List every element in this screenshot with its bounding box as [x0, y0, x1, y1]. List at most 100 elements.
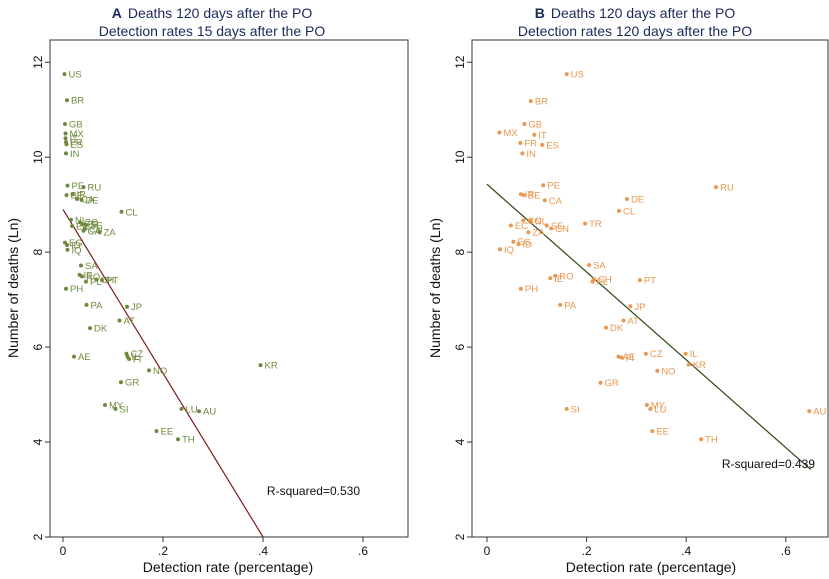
data-point-ec: [70, 224, 74, 229]
data-point-gr: [598, 380, 603, 385]
point-label-se: SE: [90, 221, 103, 232]
data-point-il: [683, 351, 688, 356]
point-label-pa: PA: [564, 300, 577, 311]
data-point-kr: [258, 363, 263, 368]
data-point-fi: [619, 355, 624, 360]
data-point-my: [644, 403, 649, 408]
data-point-ee: [154, 429, 159, 434]
data-point-za: [526, 230, 531, 235]
data-point-cz: [643, 351, 648, 356]
data-point-mx: [63, 131, 68, 136]
data-point-de: [624, 196, 629, 201]
data-point-dk: [604, 325, 609, 330]
point-label-tr: TR: [86, 220, 99, 231]
data-point-se: [84, 223, 88, 228]
data-point-ec: [508, 223, 513, 228]
data-point-ru: [714, 185, 719, 190]
data-point-sa: [587, 262, 592, 267]
data-point-ca: [81, 228, 86, 233]
point-label-jp: JP: [131, 302, 142, 313]
point-label-ir: IR: [77, 190, 87, 201]
panel-a-title-line1: A Deaths 120 days after the PO: [112, 5, 313, 21]
point-label-br: BR: [535, 97, 548, 108]
panel-b-ticks: 2 4 6 8 10 12 0 .2 .4 .6: [453, 55, 791, 558]
panel-b-ytick-label: 10: [453, 150, 467, 164]
point-label-ie: IE: [84, 270, 93, 281]
point-label-id: ID: [71, 241, 81, 252]
data-point-ch: [94, 277, 99, 282]
panel-b-xtick-label: .6: [781, 544, 791, 558]
data-point-us: [564, 72, 569, 77]
point-label-mx: MX: [70, 129, 85, 140]
point-label-ec: EC: [76, 222, 89, 233]
data-point-no: [147, 368, 151, 373]
point-label-at: AT: [627, 316, 639, 327]
data-point-dk: [88, 326, 92, 331]
data-point-eg: [511, 239, 516, 244]
panel-b-title-line1: B Deaths 120 days after the PO: [535, 5, 736, 21]
point-label-gb: GB: [528, 119, 542, 130]
data-point-ro: [80, 274, 84, 279]
panel-b-fit: [486, 183, 812, 471]
data-point-lu: [648, 406, 653, 411]
point-label-it: IT: [538, 130, 547, 141]
data-point-jp: [628, 304, 633, 309]
panel-b-ytick-label: 8: [453, 248, 467, 255]
data-point-id: [516, 242, 521, 247]
panel-b-xtick-label: 0: [484, 544, 491, 558]
data-point-ph: [64, 286, 68, 291]
panel-b-title-line2: Detection rates 120 days after the PO: [518, 23, 752, 39]
data-point-in: [64, 151, 68, 156]
point-label-za: ZA: [532, 228, 545, 239]
data-point-au: [197, 409, 201, 414]
data-point-in: [520, 151, 525, 156]
point-label-lu: LU: [186, 404, 198, 415]
panel-b: B Deaths 120 days after the PO Detection …: [427, 5, 829, 575]
point-label-eg: EG: [69, 238, 83, 249]
panel-b-letter: B: [535, 5, 545, 21]
point-label-my: MY: [109, 401, 124, 412]
point-label-ca: CA: [81, 194, 95, 205]
data-point-pt: [637, 278, 642, 283]
point-label-au: AU: [203, 407, 216, 418]
data-point-at: [117, 318, 122, 323]
point-label-pl: PL: [597, 277, 609, 288]
data-point-cn: [549, 226, 554, 231]
point-label-in: IN: [526, 149, 536, 160]
data-point-nl: [69, 217, 73, 222]
data-point-jp: [125, 304, 129, 309]
point-label-cn: CN: [89, 224, 103, 235]
point-label-co: CO: [84, 218, 98, 229]
point-label-fr: FR: [524, 138, 537, 149]
data-point-us: [62, 72, 67, 77]
point-label-th: TH: [705, 435, 718, 446]
point-label-pl: PL: [90, 277, 102, 288]
data-point-fr: [518, 140, 523, 145]
panel-a-xtick-label: 0: [60, 544, 67, 558]
data-point-nl: [528, 218, 533, 223]
panel-b-ytick-label: 12: [453, 55, 467, 69]
point-label-pa: PA: [91, 300, 104, 311]
data-point-br: [528, 99, 533, 104]
data-point-pe: [541, 183, 546, 188]
panel-a-r-squared: R-squared=0.530: [267, 484, 360, 498]
data-point-es: [540, 142, 545, 147]
point-label-gr: GR: [125, 378, 139, 389]
point-label-il: IL: [132, 352, 140, 363]
data-point-pe: [65, 183, 70, 188]
panel-b-xtick-label: .2: [582, 544, 592, 558]
panel-a-ytick-label: 10: [31, 150, 45, 164]
data-point-it: [63, 136, 68, 141]
data-point-ca: [542, 198, 547, 203]
point-label-si: SI: [571, 404, 580, 415]
data-point-cl: [119, 209, 124, 214]
point-label-de: DE: [86, 195, 99, 206]
point-label-it: IT: [70, 134, 79, 145]
data-point-ph: [518, 286, 523, 291]
point-label-iq: IQ: [72, 245, 82, 256]
point-label-us: US: [69, 70, 82, 81]
data-point-be: [521, 193, 526, 198]
point-label-ru: RU: [720, 183, 734, 194]
point-label-za: ZA: [104, 228, 117, 239]
